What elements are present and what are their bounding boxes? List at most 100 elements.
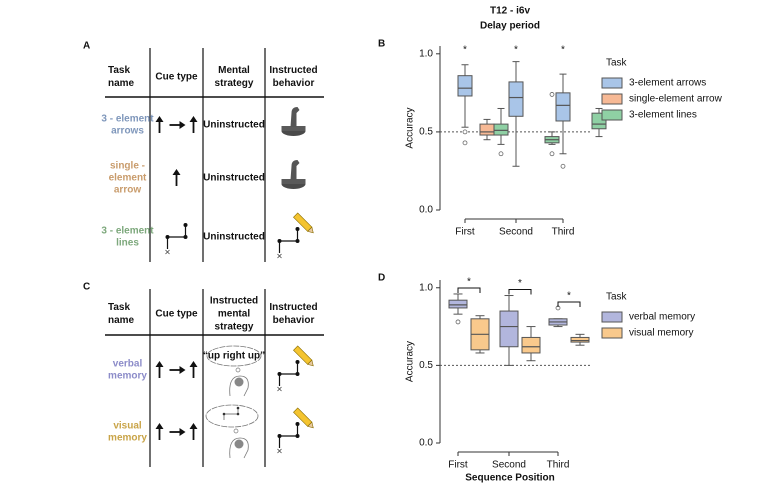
- y-tick-label: 1.0: [419, 48, 433, 59]
- column-header: name: [108, 315, 135, 326]
- line-cue-dot: [277, 434, 282, 438]
- line-cue-dot: [295, 422, 300, 426]
- y-axis-label: Accuracy: [405, 341, 416, 382]
- x-tick-label: First: [448, 460, 468, 471]
- legend-label: single-element arrow: [629, 94, 723, 105]
- x-tick-label: Third: [552, 227, 575, 238]
- task-name: memory: [108, 433, 147, 444]
- arrow-head: [189, 361, 198, 367]
- line-cue-dot: [295, 239, 300, 243]
- column-header: behavior: [273, 315, 315, 326]
- brain-icon: [234, 439, 244, 449]
- significance-bracket: [508, 289, 532, 295]
- chart-title: T12 - i6v: [490, 6, 530, 17]
- start-mark: [277, 253, 282, 259]
- chart-subtitle: Delay period: [480, 21, 540, 32]
- legend-swatch: [601, 77, 623, 89]
- thought-dot-mark: [236, 406, 240, 410]
- y-tick-label: 0.5: [419, 127, 433, 138]
- legend-swatch: [601, 311, 623, 323]
- arrow-head: [155, 116, 164, 122]
- y-tick-label: 0.5: [419, 360, 433, 371]
- thought-dot: [233, 428, 239, 434]
- task-name: arrows: [111, 126, 144, 137]
- brain-icon: [234, 377, 244, 387]
- legend-swatch: [601, 93, 623, 105]
- column-header: Task: [108, 65, 130, 76]
- column-header: Instructed: [269, 65, 317, 76]
- line-cue: [278, 424, 299, 448]
- significance-star: *: [561, 45, 565, 56]
- joystick-stick: [290, 107, 300, 127]
- thought-path: [223, 408, 239, 420]
- pencil: [293, 345, 314, 367]
- column-header: name: [108, 78, 135, 89]
- significance-star: *: [518, 278, 522, 289]
- panel-label: B: [378, 39, 385, 50]
- panel-label: D: [378, 273, 385, 284]
- column-header: Cue type: [155, 309, 198, 320]
- column-header: mental: [218, 309, 250, 320]
- task-name: single -: [110, 161, 145, 172]
- box: [555, 92, 571, 122]
- arrow-head: [172, 169, 181, 175]
- line-cue-dot: [277, 239, 282, 243]
- significance-star: *: [463, 45, 467, 56]
- thought-dot: [235, 367, 241, 373]
- line-cue-dot: [277, 372, 282, 376]
- line-cue-dot: [183, 223, 188, 227]
- box: [499, 310, 519, 348]
- thought-dot-mark: [236, 412, 240, 416]
- line-cue: [278, 362, 299, 386]
- pencil: [293, 212, 314, 234]
- task-name: lines: [116, 238, 139, 249]
- joystick-body: [281, 126, 306, 131]
- outlier: [462, 129, 468, 135]
- column-header: Instructed: [210, 296, 258, 307]
- column-header: behavior: [273, 78, 315, 89]
- pencil: [293, 407, 314, 429]
- line-cue-dot: [183, 235, 188, 239]
- line-cue-dot: [295, 372, 300, 376]
- legend-label: visual memory: [629, 328, 693, 339]
- line-cue-dot: [295, 360, 300, 364]
- joystick-stick: [290, 160, 300, 180]
- legend-title: Task: [606, 292, 628, 303]
- thought-dot-mark: [222, 412, 226, 416]
- arrow-head: [189, 423, 198, 429]
- panel-label: C: [83, 282, 90, 293]
- box: [457, 75, 473, 97]
- box: [479, 123, 495, 136]
- y-axis-label: Accuracy: [405, 107, 416, 148]
- start-mark: [165, 249, 170, 255]
- panel-label: A: [83, 41, 90, 52]
- arrow-head: [179, 366, 186, 374]
- column-header: strategy: [215, 322, 254, 333]
- line-cue-dot: [295, 227, 300, 231]
- legend-label: verbal memory: [629, 312, 695, 323]
- pencil-tip: [307, 359, 314, 367]
- pencil-tip: [307, 226, 314, 234]
- arrow-head: [155, 361, 164, 367]
- outlier: [462, 140, 468, 146]
- y-tick-label: 0.0: [419, 205, 433, 216]
- column-header: Mental: [218, 65, 250, 76]
- column-header: Instructed: [269, 302, 317, 313]
- arrow-head: [179, 121, 186, 129]
- strategy: Uninstructed: [203, 173, 265, 184]
- start-mark: [277, 448, 282, 454]
- x-tick-label: Second: [492, 460, 526, 471]
- start-mark: [277, 386, 282, 392]
- x-axis-label: Sequence Position: [465, 473, 554, 484]
- box: [493, 123, 509, 136]
- legend-title: Task: [606, 58, 628, 69]
- task-name: element: [109, 173, 147, 184]
- strategy: Uninstructed: [203, 120, 265, 131]
- task-name: memory: [108, 371, 147, 382]
- outlier: [549, 151, 555, 157]
- legend-label: 3-element arrows: [629, 78, 706, 89]
- task-name: 3 - element: [101, 226, 154, 237]
- outlier: [498, 151, 504, 157]
- legend-label: 3-element lines: [629, 110, 697, 121]
